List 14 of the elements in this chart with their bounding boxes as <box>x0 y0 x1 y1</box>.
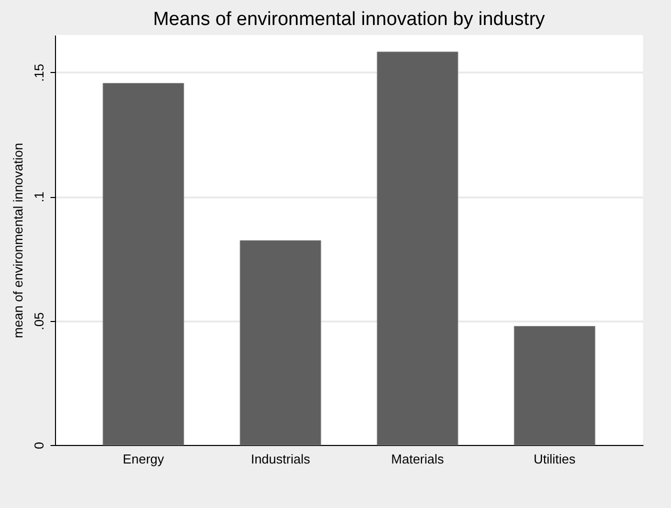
y-tick-label: .1 <box>32 192 46 202</box>
bar <box>376 52 458 446</box>
x-tick-label: Utilities <box>534 452 576 466</box>
y-axis-title: mean of environmental innovation <box>10 142 26 338</box>
y-tick-label: .05 <box>32 312 46 330</box>
y-tick-label: 0 <box>32 442 46 450</box>
bar <box>102 82 184 446</box>
x-tick-label: Industrials <box>250 452 311 466</box>
x-tick-label: Energy <box>122 452 164 466</box>
y-tick-label: .15 <box>32 64 46 82</box>
bar <box>514 326 596 446</box>
chart-title: Means of environmental innovation by industry <box>153 9 546 30</box>
x-tick-label: Materials <box>391 452 444 466</box>
bar <box>240 240 322 446</box>
